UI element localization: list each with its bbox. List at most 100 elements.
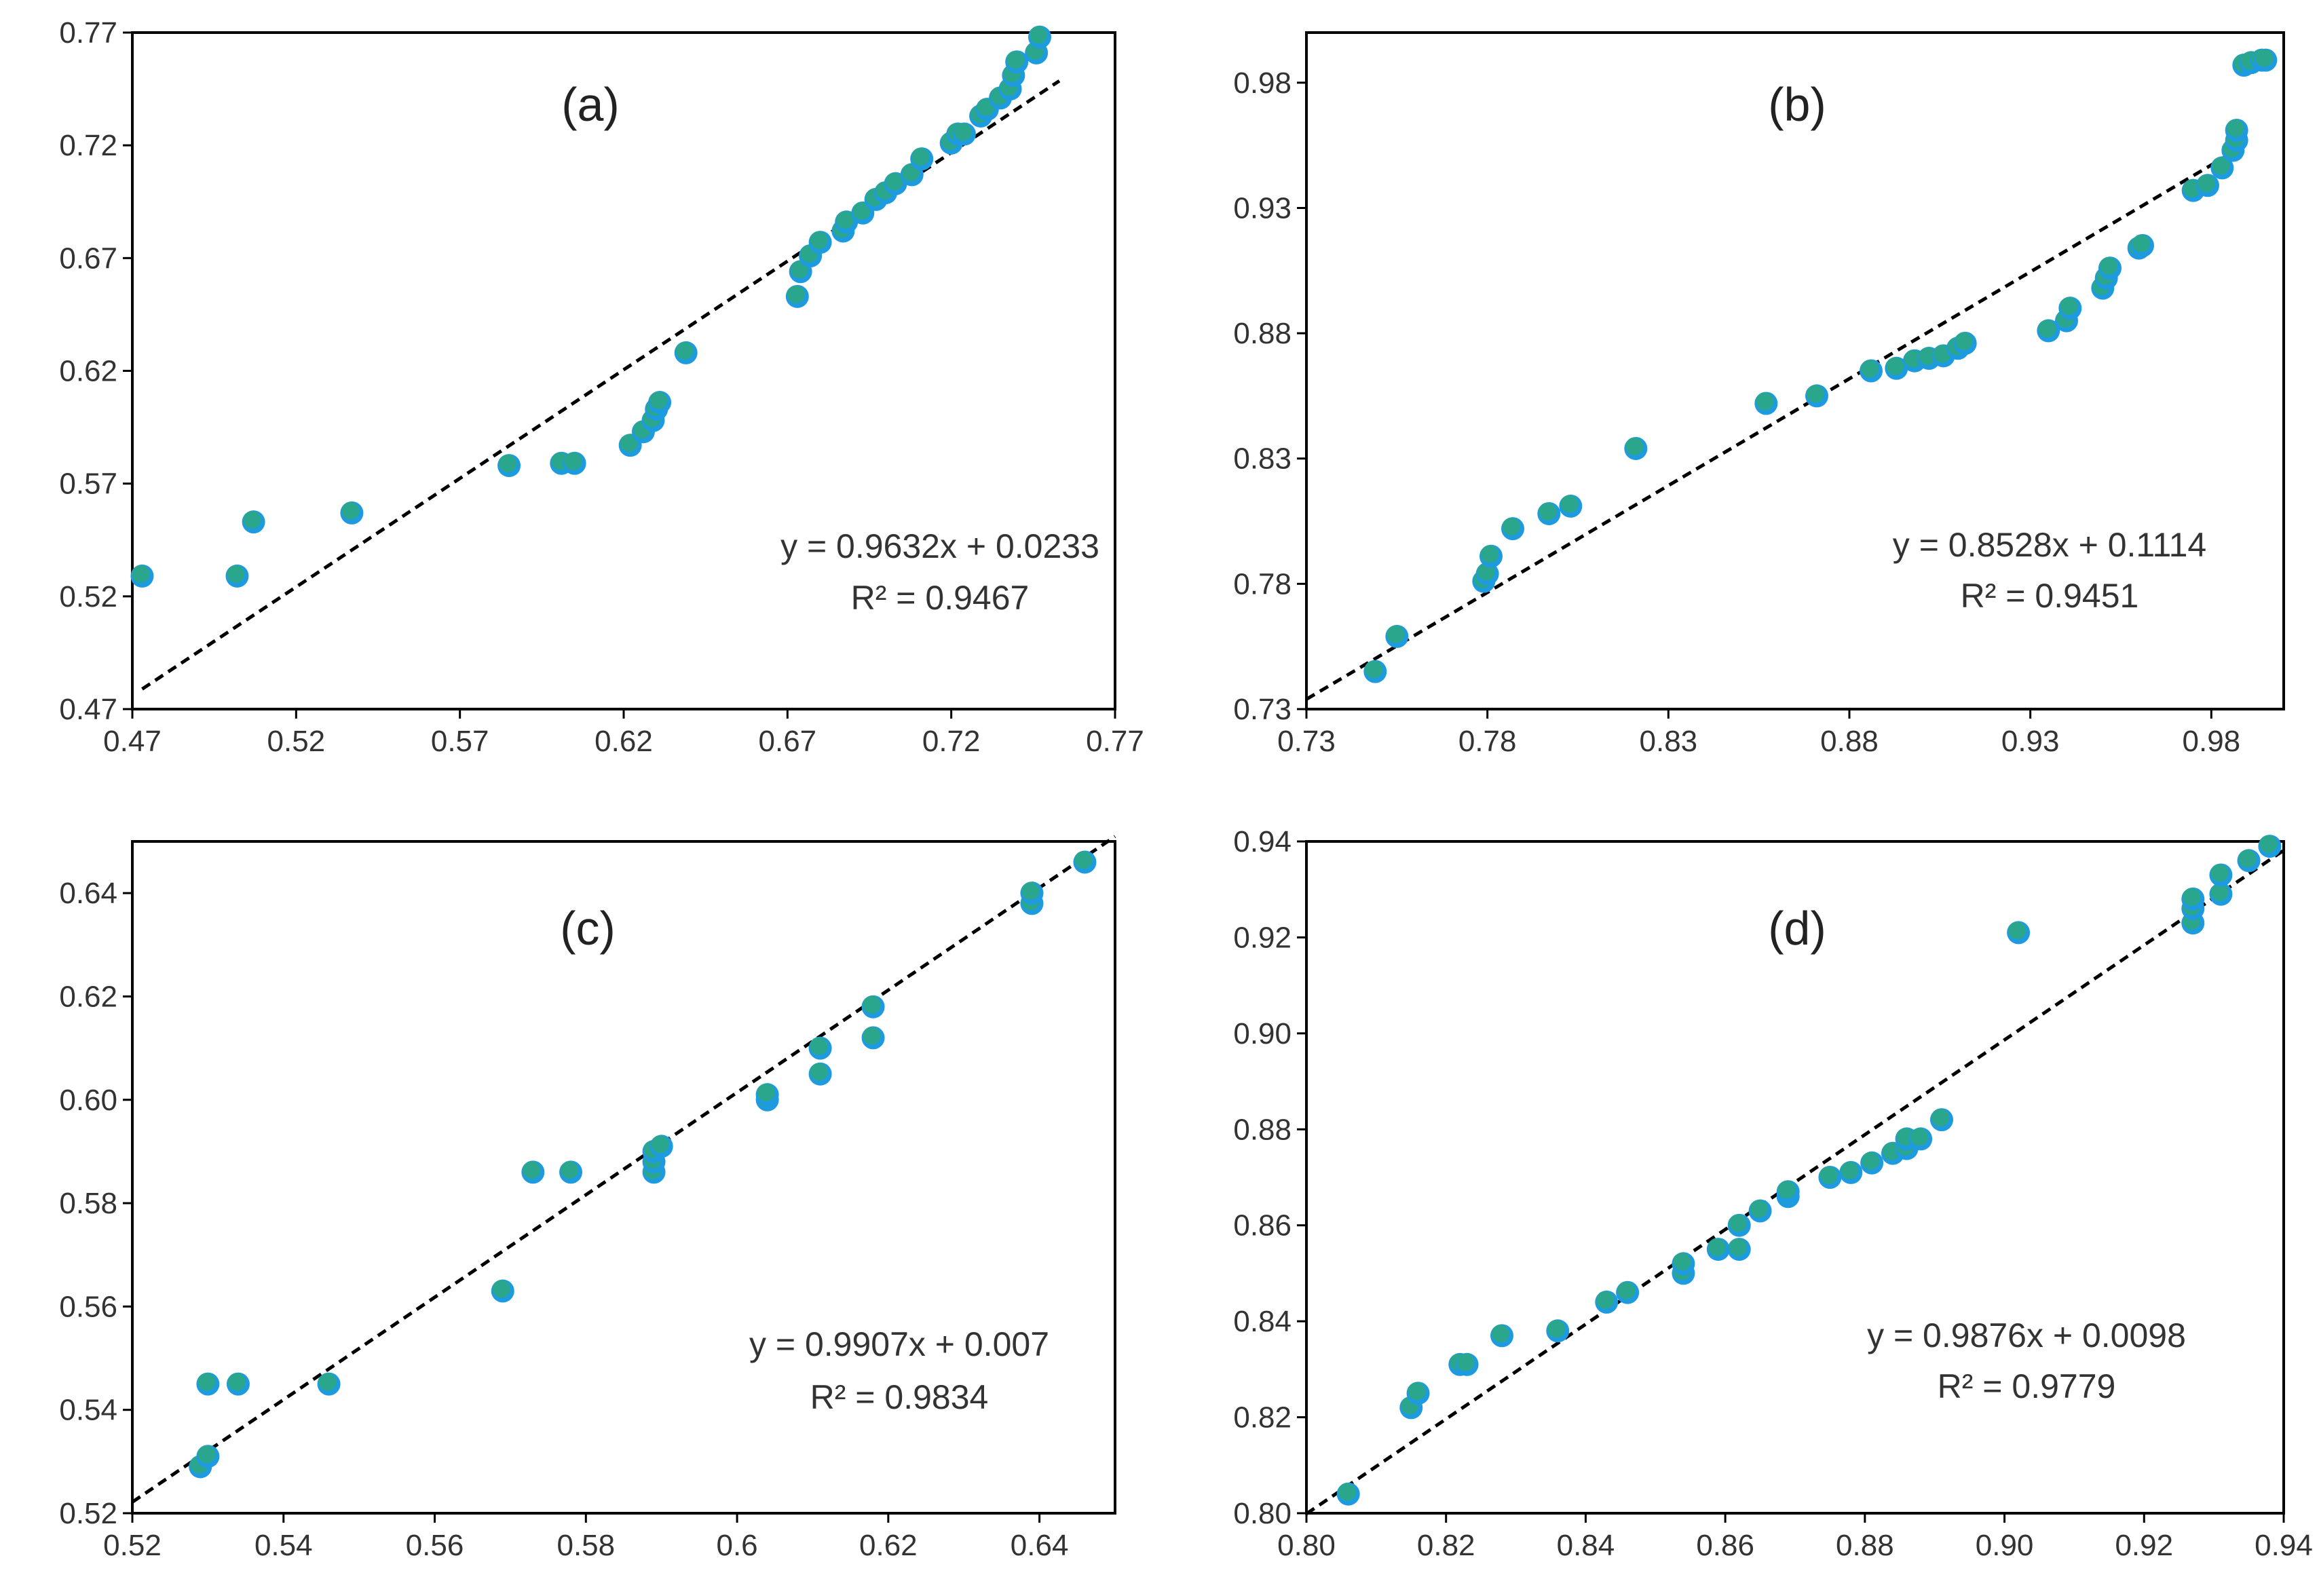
panel-a-x-tick-label: 0.47 [103,725,162,758]
panel-c-data-point [196,1445,220,1468]
panel-c-y-tick-label: 0.56 [59,1290,117,1323]
panel-d-x-tick-label: 0.86 [1696,1529,1754,1562]
panel-d-data-point [1727,1213,1751,1237]
panel-d-data-point [1839,1160,1863,1184]
data-point-fill [1021,882,1040,900]
panel-a-x-tick-label: 0.72 [922,725,981,758]
panel-d-plot-frame [1305,840,2285,1515]
panel-c-trendline [131,835,1116,1504]
data-point-fill [2198,174,2215,193]
data-point-fill [2008,922,2026,940]
data-point-fill [1904,349,1922,368]
panel-b-x-tick-label: 0.98 [2183,725,2241,758]
panel-c-label: (c) [560,902,616,955]
panel-c-chart: (c) y = 0.9907x + 0.007 R² = 0.9834 0.52… [59,835,1116,1562]
data-point-fill [649,392,668,410]
panel-d-data-point [2258,835,2282,858]
panel-a-x-tick-label: 0.62 [595,725,653,758]
panel-d-y-tick-label: 0.84 [1233,1305,1292,1338]
data-point-fill [1955,332,1973,350]
data-point-fill [2038,320,2056,338]
panel-d-x-tick-label: 0.88 [1836,1529,1894,1562]
data-point-fill [1596,1291,1615,1309]
panel-b-x-tick-label: 0.88 [1820,725,1879,758]
panel-b-data-point [1501,517,1524,541]
panel-c-x-tick-label: 0.54 [254,1529,313,1562]
panel-c-y-tick-label: 0.60 [59,1084,117,1117]
data-point-fill [787,285,805,303]
panel-a-y-tick-label: 0.62 [59,355,117,388]
data-point-fill [2238,850,2257,868]
panel-c-x-tick-label: 0.6 [716,1529,757,1562]
panel-d-x-tick-label: 0.94 [2255,1529,2313,1562]
panel-b-y-tick-label: 0.93 [1233,191,1292,225]
data-point-fill [1729,1238,1747,1257]
panel-c-data-point [1073,850,1097,874]
data-point-fill [1729,1214,1747,1232]
data-point-fill [492,1280,510,1298]
panel-c-data-point [1020,881,1044,905]
data-point-fill [2210,883,2229,901]
data-point-fill [197,1373,216,1391]
panel-d-y-tick-label: 0.94 [1233,825,1292,858]
panel-d-y-tick-label: 0.90 [1233,1017,1292,1050]
panel-d-data-point [1706,1238,1730,1261]
panel-b-data-point [1860,359,1883,383]
panel-c-data-point [808,1062,832,1086]
panel-d-data-point [1546,1319,1570,1343]
data-point-fill [1029,26,1047,44]
panel-a-data-point [242,510,265,534]
panel-a-trendline [141,79,1061,691]
panel-d-data-point [1455,1352,1479,1376]
panel-d-data-point [1860,1151,1884,1175]
panel-c-data-point [861,995,885,1019]
data-point-fill [2132,234,2150,252]
data-point-fill [1841,1161,1859,1179]
data-point-fill [1006,51,1025,69]
panel-a-data-point [130,564,154,588]
panel-b-label: (b) [1768,78,1826,131]
panel-a-x-tick-label: 0.67 [759,725,817,758]
panel-a-data-point [910,147,934,171]
panel-a-data-point [952,122,976,146]
panel-c-y-tick-label: 0.58 [59,1187,117,1220]
panel-c-x-tick-label: 0.58 [557,1529,615,1562]
panel-b-trendline [1305,153,2231,701]
panel-b-y-tick-label: 0.78 [1233,567,1292,601]
data-point-fill [564,452,582,470]
panel-d-y-tick-label: 0.80 [1233,1497,1292,1530]
panel-a-data-point [1005,50,1029,74]
panel-d-y-tick-label: 0.86 [1233,1209,1292,1242]
panel-d-data-point [2007,921,2031,945]
panel-a-y-tick-label: 0.77 [59,16,117,50]
panel-d-data-point [1930,1108,1953,1132]
panel-b-data-point [2058,297,2082,320]
panel-a-y-tick-label: 0.47 [59,693,117,726]
panel-b-data-point [2037,319,2060,343]
panel-d-chart: (d) y = 0.9876x + 0.0098 R² = 0.9779 0.8… [1233,825,2312,1562]
panel-b-data-point [2210,156,2234,180]
data-point-fill [2212,157,2230,175]
panel-b-equation: y = 0.8528x + 0.1114 [1893,526,2206,564]
panel-d-data-point [2181,887,2205,911]
data-point-fill [1862,1152,1880,1170]
panel-d-data-point [2237,849,2261,873]
panel-b-data-point [1885,356,1908,380]
panel-c-r-squared: R² = 0.9834 [810,1378,989,1416]
data-point-fill [2226,119,2244,138]
data-point-fill [197,1445,216,1464]
data-point-fill [810,1063,828,1081]
panel-b-data-point [1537,501,1561,525]
data-point-fill [2259,835,2278,854]
panel-a-label: (a) [561,78,620,131]
panel-d-x-tick-label: 0.82 [1417,1529,1475,1562]
data-point-fill [1547,1320,1566,1338]
panel-c-y-tick-label: 0.64 [59,877,117,910]
panel-b-data-point [1363,660,1387,683]
panel-b-y-tick-label: 0.98 [1233,66,1292,100]
panel-d-y-tick-label: 0.92 [1233,921,1292,954]
panel-d-label: (d) [1768,902,1826,955]
data-point-fill [1617,1281,1636,1299]
data-point-fill [810,1037,828,1055]
